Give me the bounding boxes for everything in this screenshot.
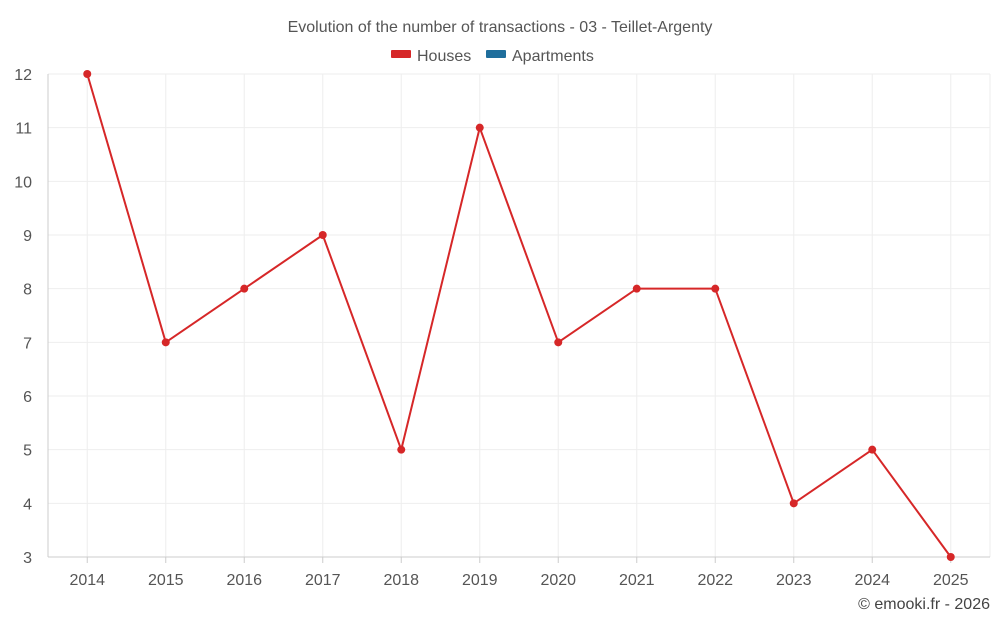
x-tick-label: 2019 <box>462 572 498 589</box>
data-point-houses[interactable] <box>318 231 327 239</box>
grid <box>48 73 991 557</box>
y-tick-label: 12 <box>14 67 32 84</box>
y-tick-label: 5 <box>23 443 32 460</box>
data-point-houses[interactable] <box>83 70 92 78</box>
legend-item-houses[interactable]: Houses <box>391 48 471 65</box>
y-tick-label: 3 <box>23 550 32 567</box>
series-houses <box>83 70 955 561</box>
data-point-houses[interactable] <box>711 284 720 293</box>
series-line-houses <box>86 73 952 558</box>
x-tick-label: 2023 <box>776 572 812 589</box>
data-point-houses[interactable] <box>632 284 641 293</box>
legend-item-apartments[interactable]: Apartments <box>486 48 594 65</box>
credit-text: © emooki.fr - 2026 <box>858 596 990 613</box>
axes <box>47 74 990 563</box>
legend-swatch-houses <box>391 50 411 58</box>
data-point-houses[interactable] <box>475 123 484 132</box>
data-point-houses[interactable] <box>397 445 406 454</box>
legend-swatch-apartments <box>486 50 506 58</box>
y-tick-labels: 3 4 5 6 7 8 9 10 11 12 <box>14 67 32 567</box>
data-point-houses[interactable] <box>789 499 798 508</box>
y-tick-label: 7 <box>23 335 32 352</box>
x-tick-label: 2024 <box>854 572 890 589</box>
x-tick-labels: 2014 2015 2016 2017 2018 2019 2020 2021 2022 2023… <box>69 572 968 589</box>
y-tick-label: 8 <box>23 282 32 299</box>
data-point-houses[interactable] <box>161 338 170 347</box>
y-tick-label: 11 <box>15 121 32 138</box>
x-tick-label: 2020 <box>540 572 576 589</box>
data-point-houses[interactable] <box>946 553 955 561</box>
x-tick-label: 2021 <box>619 572 655 589</box>
legend-label-apartments: Apartments <box>512 48 594 65</box>
x-tick-label: 2014 <box>69 572 105 589</box>
data-point-houses[interactable] <box>868 445 877 454</box>
chart-title: Evolution of the number of transactions … <box>288 19 713 36</box>
y-tick-label: 6 <box>23 389 32 406</box>
legend: Houses Apartments <box>391 48 594 65</box>
x-tick-label: 2022 <box>697 572 733 589</box>
x-tick-label: 2016 <box>226 572 262 589</box>
x-tick-label: 2025 <box>933 572 969 589</box>
data-point-houses[interactable] <box>554 338 563 347</box>
x-tick-label: 2015 <box>148 572 184 589</box>
data-point-houses[interactable] <box>240 284 249 293</box>
legend-label-houses: Houses <box>417 48 471 65</box>
x-tick-label: 2017 <box>305 572 341 589</box>
y-tick-label: 10 <box>14 174 32 191</box>
x-tick-label: 2018 <box>383 572 419 589</box>
y-tick-label: 4 <box>23 496 32 513</box>
y-tick-label: 9 <box>23 228 32 245</box>
